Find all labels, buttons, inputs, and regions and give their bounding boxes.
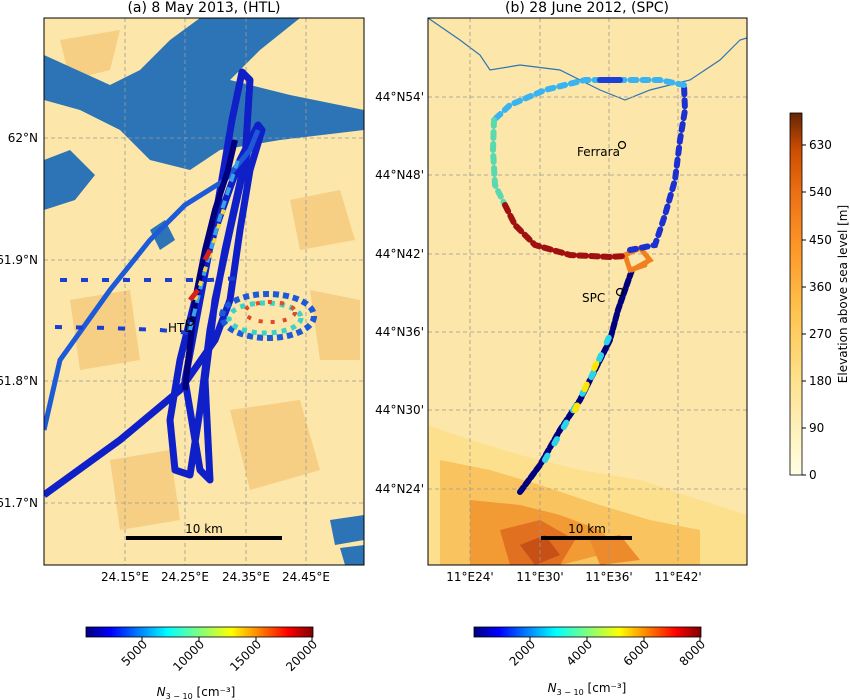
panel-b-site-label: SPC bbox=[582, 291, 605, 305]
panel-a-terrain-patches bbox=[60, 30, 360, 530]
elevation-tick: 450 bbox=[809, 233, 832, 247]
panel-a-grid bbox=[44, 18, 364, 565]
colorbar-label-subscript: 3 − 10 bbox=[166, 692, 193, 700]
panel-b-colorbar-tick: 4000 bbox=[564, 637, 595, 668]
panel-a-site-label: HTL bbox=[168, 321, 191, 335]
panel-a-lon-label: 24.35°E bbox=[222, 570, 270, 584]
panel-b-lat-label: 44°N30' bbox=[375, 403, 424, 417]
panel-a-colorbar-tick: 15000 bbox=[227, 637, 264, 674]
panel-a-lon-label: 24.25°E bbox=[161, 570, 209, 584]
panel-a-colorbar-label: N3 − 10 [cm⁻³] bbox=[157, 685, 236, 700]
colorbar-label-unit: [cm⁻³] bbox=[584, 681, 627, 695]
panel-a-lat-label: 61.8°N bbox=[0, 374, 38, 388]
panel-b-lon-label: 11°E36' bbox=[585, 570, 632, 584]
panel-b-colorbar: 2000 4000 6000 8000 N3 − 10 [cm⁻³] bbox=[473, 626, 708, 697]
panel-a-lon-label: 24.45°E bbox=[282, 570, 330, 584]
panel-b-river bbox=[428, 18, 747, 101]
panel-a-water bbox=[44, 18, 364, 565]
panel-a-lat-label: 62°N bbox=[8, 131, 38, 145]
elevation-colorbar: 0 90 180 270 360 450 540 630 Elevation a… bbox=[789, 112, 850, 482]
panel-a-flight-tracks bbox=[44, 68, 317, 498]
elevation-tick: 540 bbox=[809, 185, 832, 199]
panel-a-title: (a) 8 May 2013, (HTL) bbox=[127, 0, 280, 16]
colorbar-label-symbol: N bbox=[548, 681, 557, 695]
panel-a-map: HTL 10 km (a) 8 May 2013, (HTL) 62°N 61.… bbox=[0, 0, 365, 584]
colorbar-label-symbol: N bbox=[157, 685, 166, 699]
panel-a-colorbar-tick: 20000 bbox=[283, 637, 320, 674]
panel-a-lon-labels: 24.15°E 24.25°E 24.35°E 24.45°E bbox=[101, 570, 330, 584]
panel-a-lat-labels: 62°N 61.9°N 61.8°N 61.7°N bbox=[0, 131, 38, 510]
panel-a-scale-bar: 10 km bbox=[126, 522, 282, 540]
panel-b-hills bbox=[428, 425, 747, 565]
panel-b-lon-label: 11°E42' bbox=[654, 570, 701, 584]
panel-b-flight-track bbox=[489, 77, 689, 495]
panel-b-lat-label: 44°N42' bbox=[375, 247, 424, 261]
panel-a-scale-label: 10 km bbox=[185, 522, 223, 536]
panel-a-colorbar-tick: 10000 bbox=[170, 637, 207, 674]
panel-b-lat-label: 44°N54' bbox=[375, 90, 424, 104]
panel-b-lon-labels: 11°E24' 11°E30' 11°E36' 11°E42' bbox=[446, 570, 701, 584]
panel-b-title: (b) 28 June 2012, (SPC) bbox=[505, 0, 669, 16]
panel-b-lat-labels: 44°N54' 44°N48' 44°N42' 44°N36' 44°N30' … bbox=[375, 90, 424, 496]
colorbar-label-unit: [cm⁻³] bbox=[193, 685, 236, 699]
panel-b-scale-bar: 10 km bbox=[541, 522, 632, 540]
elevation-tick: 90 bbox=[809, 421, 824, 435]
panel-b-city-label: Ferrara bbox=[577, 145, 620, 159]
panel-a-colorbar: 5000 10000 15000 20000 N3 − 10 [cm⁻³] bbox=[85, 626, 320, 700]
panel-b-lat-label: 44°N48' bbox=[375, 168, 424, 182]
panel-b-grid bbox=[428, 18, 747, 565]
panel-a-lat-label: 61.9°N bbox=[0, 253, 38, 267]
panel-b-lat-label: 44°N36' bbox=[375, 325, 424, 339]
panel-a-colorbar-tick: 5000 bbox=[119, 637, 150, 668]
panel-b-lon-label: 11°E30' bbox=[516, 570, 563, 584]
panel-b-colorbar-tick: 2000 bbox=[507, 637, 538, 668]
panel-b-colorbar-tick: 6000 bbox=[621, 637, 652, 668]
panel-b-lat-label: 44°N24' bbox=[375, 482, 424, 496]
elevation-tick: 360 bbox=[809, 280, 832, 294]
panel-b-colorbar-tick: 8000 bbox=[677, 637, 708, 668]
elevation-tick: 270 bbox=[809, 327, 832, 341]
panel-b-colorbar-label: N3 − 10 [cm⁻³] bbox=[548, 681, 627, 697]
elevation-colorbar-ticks: 0 90 180 270 360 450 540 630 bbox=[802, 138, 832, 482]
elevation-colorbar-label: Elevation above sea level [m] bbox=[836, 205, 850, 383]
panel-b-map: Ferrara SPC 10 km (b) 28 June 2012, (SPC… bbox=[375, 0, 748, 584]
panel-a-lat-label: 61.7°N bbox=[0, 496, 38, 510]
panel-b-scale-label: 10 km bbox=[568, 522, 606, 536]
elevation-tick: 0 bbox=[809, 468, 817, 482]
panel-a-lon-label: 24.15°E bbox=[101, 570, 149, 584]
elevation-tick: 630 bbox=[809, 138, 832, 152]
elevation-tick: 180 bbox=[809, 374, 832, 388]
panel-b-lon-label: 11°E24' bbox=[446, 570, 493, 584]
colorbar-label-subscript: 3 − 10 bbox=[557, 688, 584, 697]
